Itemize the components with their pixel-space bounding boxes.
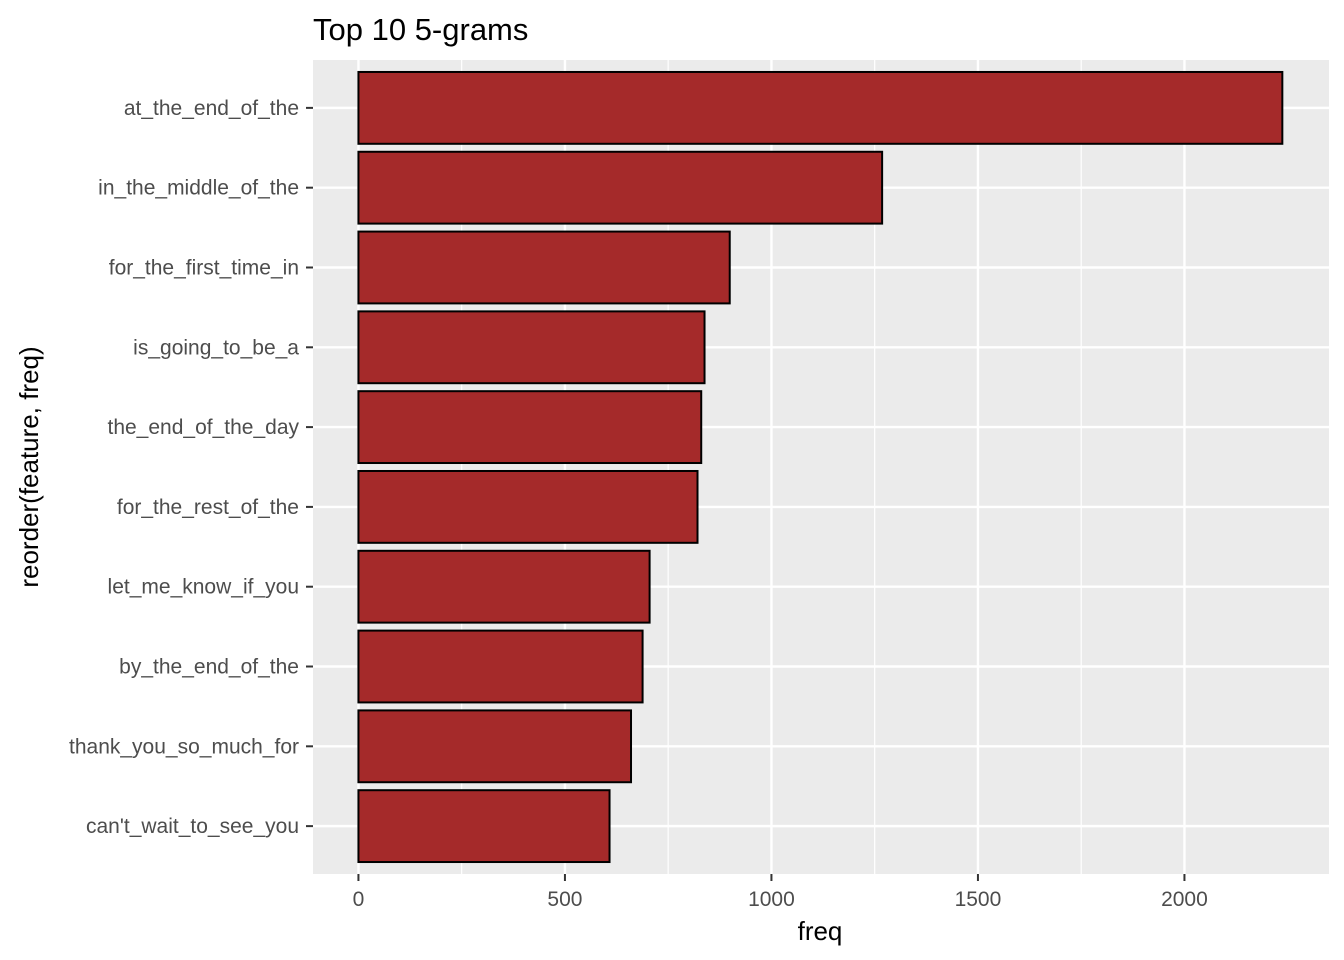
y-tick-label: in_the_middle_of_the bbox=[98, 177, 299, 200]
y-tick-label: by_the_end_of_the bbox=[119, 656, 299, 679]
bars bbox=[357, 70, 1284, 864]
x-tick-label: 1000 bbox=[748, 888, 795, 911]
bar bbox=[357, 70, 1284, 145]
y-tick-label: can't_wait_to_see_you bbox=[86, 815, 299, 838]
bar bbox=[357, 789, 611, 864]
bar bbox=[357, 469, 699, 544]
y-axis-title: reorder(feature, freq) bbox=[14, 346, 44, 587]
bar bbox=[357, 629, 644, 704]
bar bbox=[357, 230, 731, 305]
y-tick-label: the_end_of_the_day bbox=[107, 416, 299, 439]
bar bbox=[357, 390, 703, 465]
y-tick-label: for_the_first_time_in bbox=[109, 256, 299, 279]
chart-title: Top 10 5-grams bbox=[313, 12, 528, 47]
y-axis: at_the_end_of_the in_the_middle_of_thefor… bbox=[69, 97, 313, 838]
y-tick-label: at_the_end_of_the bbox=[124, 97, 299, 120]
x-axis-title: freq bbox=[798, 916, 843, 946]
bar bbox=[357, 310, 706, 385]
y-tick-label: is_going_to_be_a bbox=[133, 336, 299, 359]
x-tick-label: 2000 bbox=[1161, 888, 1208, 911]
y-tick-label: thank_you_so_much_for bbox=[69, 735, 299, 758]
bar bbox=[357, 549, 651, 624]
x-tick-label: 0 bbox=[353, 888, 365, 911]
y-tick-label: let_me_know_if_you bbox=[108, 576, 299, 599]
x-axis: 0 500 1000 1500 2000 bbox=[353, 874, 1208, 911]
x-tick-label: 1500 bbox=[955, 888, 1002, 911]
y-tick-label: for_the_rest_of_the bbox=[117, 496, 299, 519]
bar bbox=[357, 709, 633, 784]
bar bbox=[357, 150, 884, 225]
x-tick-label: 500 bbox=[547, 888, 582, 911]
